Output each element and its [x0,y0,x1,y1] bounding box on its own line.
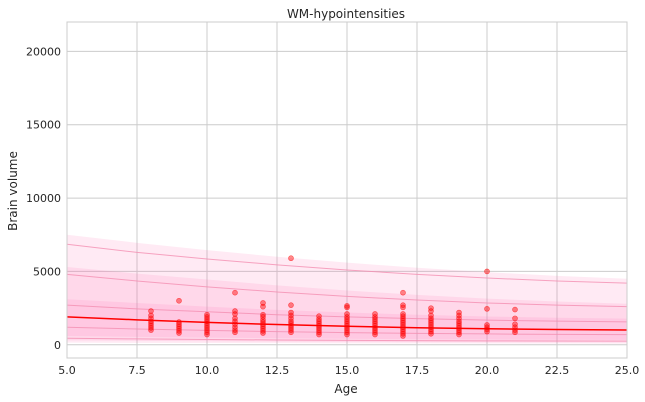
data-point [344,311,350,317]
data-points [148,255,518,339]
grid [66,22,628,358]
data-point [232,324,238,330]
y-tick-label: 0 [54,339,61,352]
data-point [428,312,434,319]
x-tick-label: 7.5 [128,364,146,377]
data-point [484,268,490,275]
x-axis-label: Age [334,382,357,396]
data-point [400,311,406,317]
fit-line [66,316,628,331]
data-point [288,302,294,308]
data-point [344,314,350,320]
chart-title: WM-hypointensities [287,7,405,21]
data-point [260,300,266,306]
plot-frame [66,21,628,359]
data-point [288,255,294,262]
data-point [288,309,294,316]
data-point [484,306,490,312]
y-tick-labels: 0 5000 10000 15000 20000 [26,45,61,351]
data-point [512,321,518,328]
x-tick-label: 15.0 [335,364,360,377]
data-point [288,315,294,322]
data-point [372,314,378,320]
data-point [344,303,350,309]
x-tick-label: 12.5 [265,364,290,377]
percentile-line-1 [66,243,628,284]
data-point [428,315,434,322]
data-point [400,302,406,308]
data-point [484,322,490,328]
data-point [372,311,378,317]
data-point [232,289,238,296]
y-tick-label: 5000 [33,265,61,278]
fit-line-group [66,316,628,331]
data-point [512,315,518,322]
x-tick-label: 22.5 [545,364,570,377]
data-point [316,316,322,322]
data-point [400,289,406,296]
data-point [428,305,434,311]
data-point [344,304,350,311]
data-point [456,309,462,316]
data-point [316,313,322,319]
y-tick-label: 20000 [26,45,61,58]
y-tick-label: 15000 [26,119,61,132]
data-point [456,318,462,325]
x-tick-label: 10.0 [195,364,220,377]
percentile-line-5 [66,337,628,342]
x-tick-label: 20.0 [475,364,500,377]
percentile-line-2 [66,273,628,308]
data-point [428,308,434,314]
data-point [232,315,238,322]
y-tick-label: 10000 [26,192,61,205]
data-point [260,311,266,318]
data-point [232,308,238,314]
data-point [288,312,294,319]
data-point [148,308,154,314]
x-tick-label: 25.0 [615,364,640,377]
data-point [204,311,210,318]
data-point [232,311,238,317]
x-tick-label: 5.0 [58,364,76,377]
data-point [456,312,462,319]
y-axis-label: Brain volume [6,151,20,231]
data-point [232,327,238,333]
data-point [148,312,154,319]
data-point [456,315,462,322]
x-tick-labels: 5.0 7.5 10.0 12.5 15.0 17.5 20.0 22.5 25.0 [58,364,639,377]
data-point [512,306,518,313]
data-point [288,318,294,325]
x-tick-label: 17.5 [405,364,430,377]
data-point [176,297,182,304]
